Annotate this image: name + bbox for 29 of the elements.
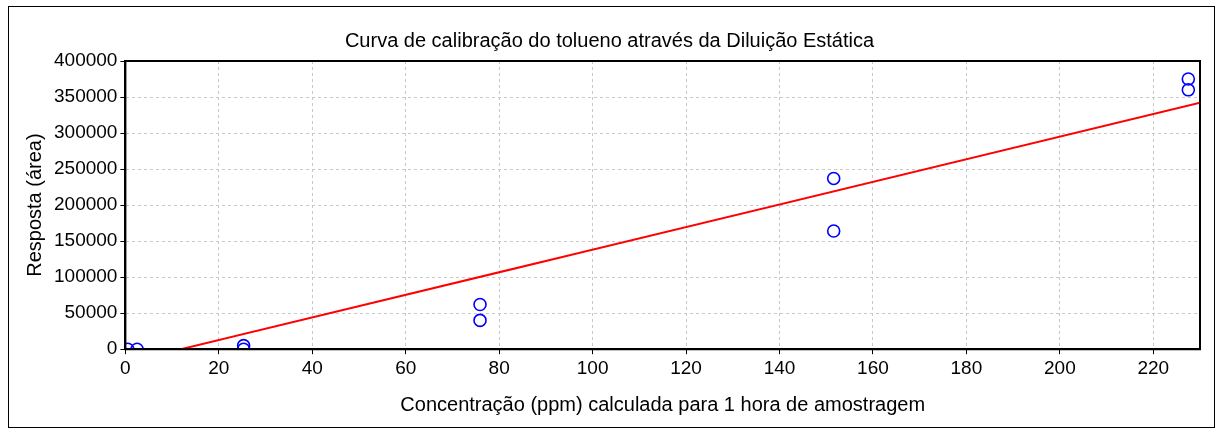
point [826, 171, 841, 186]
y-axis-title: Resposta (área) [22, 133, 45, 277]
y-tick-label: 0 [106, 337, 118, 359]
point [1181, 83, 1196, 97]
point [473, 297, 487, 312]
x-tick-label: 40 [301, 356, 323, 378]
point [1181, 72, 1196, 86]
x-tick-label: 100 [576, 356, 609, 378]
y-tick-label: 200000 [54, 193, 118, 215]
point [473, 313, 487, 328]
y-tick-label: 350000 [54, 85, 118, 107]
x-tick-label: 140 [763, 356, 796, 378]
x-tick-label: 120 [670, 356, 702, 378]
x-tick-label: 20 [208, 356, 230, 378]
y-tick-label: 150000 [54, 229, 118, 251]
x-tick-label: 80 [488, 356, 510, 378]
y-tick-label: 300000 [54, 121, 118, 143]
y-tick-label: 50000 [64, 301, 118, 323]
point [826, 224, 841, 238]
y-tick-label: 100000 [54, 265, 118, 287]
chart-title: Curva de calibração do tolueno através da Diluição Estática [344, 28, 875, 51]
x-tick-label: 160 [857, 356, 889, 378]
y-tick-label: 400000 [54, 49, 118, 71]
y-tick-label: 250000 [54, 157, 118, 179]
x-tick-label: 60 [395, 356, 417, 378]
x-tick-label: 220 [1137, 356, 1170, 378]
x-axis-title: Concentração (ppm) calculada para 1 hora de amostragem [400, 392, 926, 415]
x-tick-label: 180 [950, 356, 983, 378]
x-tick-label: 200 [1043, 356, 1076, 378]
